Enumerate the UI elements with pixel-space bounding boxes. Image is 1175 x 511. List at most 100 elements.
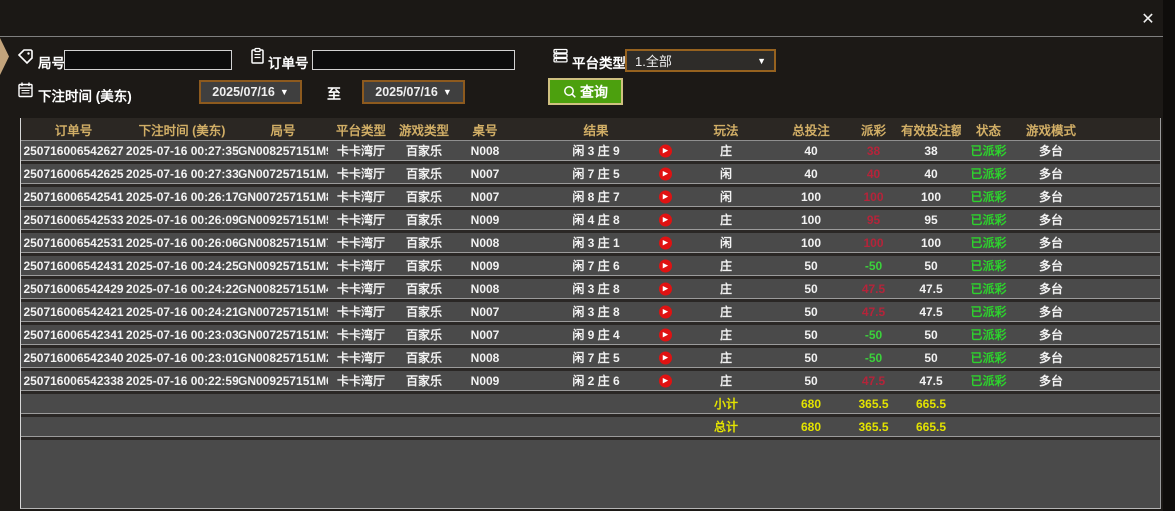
table-row: 250716006542531 2025-07-16 00:26:06 GN0082… [21,233,1160,253]
cell-play-type: 闲 [719,190,732,204]
cell-payout: 47.5 [861,281,886,296]
cell-payout: 38 [866,143,881,158]
result-text: 闲 7 庄 6 [572,259,620,273]
play-icon[interactable]: ▶ [659,167,672,180]
cell-total-bet: 50 [804,258,818,273]
cell-payout: -50 [864,258,883,273]
cell-status: 已派彩 [970,374,1007,388]
column-header: 下注时间 (美东) [138,123,226,138]
list-icon [552,47,569,64]
cell-order-id: 250716006542431 [23,258,124,273]
query-button[interactable]: 查询 [548,78,623,105]
cell-valid-bet: 50 [924,258,938,273]
subtotal-row: 小计 680 365.5 665.5 [21,394,1160,414]
cell-total-bet: 100 [800,212,822,227]
table-row: 250716006542541 2025-07-16 00:26:17 GN0072… [21,187,1160,207]
order-input[interactable] [312,50,515,70]
result-text: 闲 7 庄 5 [572,351,620,365]
column-header: 平台类型 [335,123,386,138]
column-header: 结果 [583,123,609,138]
result-text: 闲 3 庄 1 [572,236,620,250]
play-icon[interactable]: ▶ [659,190,672,203]
cell-result: 闲 8 庄 7 ▶ [516,188,676,205]
play-icon[interactable]: ▶ [659,328,672,341]
cell-result: 闲 7 庄 5 ▶ [516,349,676,366]
cell-status: 已派彩 [970,328,1007,342]
cell-platform: 卡卡湾厅 [336,328,385,342]
calendar-icon [17,81,34,98]
cell-game-type: 百家乐 [405,167,442,181]
cell-result: 闲 2 庄 6 ▶ [516,372,676,389]
date-from-select[interactable]: 2025/07/16 ▼ [199,80,302,104]
table-row: 250716006542341 2025-07-16 00:23:03 GN0072… [21,325,1160,345]
cell-payout: 100 [863,189,884,204]
cell-valid-bet: 47.5 [919,304,943,319]
title-bar [0,0,1168,37]
result-text: 闲 8 庄 7 [572,190,620,204]
cell-total-bet: 50 [804,304,818,319]
cell-valid-bet: 95 [924,212,938,227]
round-input[interactable] [64,50,232,70]
platform-type-select[interactable]: 1.全部 ▼ [625,49,776,72]
play-icon[interactable]: ▶ [659,351,672,364]
cell-game-mode: 多台 [1038,259,1063,273]
cell-total-bet: 50 [804,281,818,296]
table-row: 250716006542533 2025-07-16 00:26:09 GN0092… [21,210,1160,230]
cell-status: 已派彩 [970,213,1007,227]
cell-game-type: 百家乐 [405,328,442,342]
cell-play-type: 闲 [719,167,732,181]
tag-icon [17,48,34,65]
date-to-select[interactable]: 2025/07/16 ▼ [362,80,465,104]
cell-round-id: GN009257151M5 [238,212,328,227]
close-icon[interactable]: ✕ [1141,11,1155,28]
result-text: 闲 3 庄 8 [572,305,620,319]
drawer-handle-arrow-icon[interactable] [0,38,9,75]
cell-status: 已派彩 [970,236,1007,250]
play-icon[interactable]: ▶ [659,282,672,295]
cell-valid-bet: 40 [924,166,938,181]
play-icon[interactable]: ▶ [659,259,672,272]
play-icon[interactable]: ▶ [659,374,672,387]
bet-records-table: 订单号 下注时间 (美东) 局号 平台类型 游戏类型 桌号 结果 玩法 总投注 派彩 有效投注额 状态… [20,118,1161,509]
cell-bet-time: 2025-07-16 00:27:33 [126,166,238,181]
cell-game-mode: 多台 [1038,328,1063,342]
column-header: 游戏类型 [398,123,449,138]
cell-table-no: N007 [470,166,500,181]
cell-game-mode: 多台 [1038,167,1063,181]
table-row: 250716006542431 2025-07-16 00:24:25 GN0092… [21,256,1160,276]
cell-bet-time: 2025-07-16 00:27:35 [126,143,238,158]
cell-play-type: 庄 [719,282,732,296]
cell-game-type: 百家乐 [405,190,442,204]
cell-payout: 47.5 [861,304,886,319]
cell-result: 闲 7 庄 5 ▶ [516,165,676,182]
cell-play-type: 庄 [719,328,732,342]
cell-game-mode: 多台 [1038,374,1063,388]
play-icon[interactable]: ▶ [659,236,672,249]
cell-payout: 100 [863,235,884,250]
cell-bet-time: 2025-07-16 00:26:09 [126,212,238,227]
cell-platform: 卡卡湾厅 [336,351,385,365]
cell-game-mode: 多台 [1038,190,1063,204]
cell-valid-bet: 100 [920,235,942,250]
background-edge [1163,0,1175,511]
play-icon[interactable]: ▶ [659,144,672,157]
cell-round-id: GN007257151M5 [238,304,328,319]
table-empty-area [21,440,1160,508]
cell-order-id: 250716006542341 [23,327,124,342]
column-header: 局号 [270,123,296,138]
play-icon[interactable]: ▶ [659,305,672,318]
cell-play-type: 庄 [719,213,732,227]
cell-round-id: GN007257151M8 [238,189,328,204]
cell-round-id: GN008257151M4 [238,281,328,296]
cell-table-no: N007 [470,327,500,342]
cell-game-mode: 多台 [1038,282,1063,296]
cell-total-bet: 40 [804,143,818,158]
play-icon[interactable]: ▶ [659,213,672,226]
column-header: 状态 [975,123,1001,138]
cell-round-id: GN009257151M0 [238,373,328,388]
cell-platform: 卡卡湾厅 [336,236,385,250]
cell-total-bet: 100 [800,189,822,204]
cell-table-no: N008 [470,235,500,250]
cell-platform: 卡卡湾厅 [336,374,385,388]
cell-status: 已派彩 [970,167,1007,181]
